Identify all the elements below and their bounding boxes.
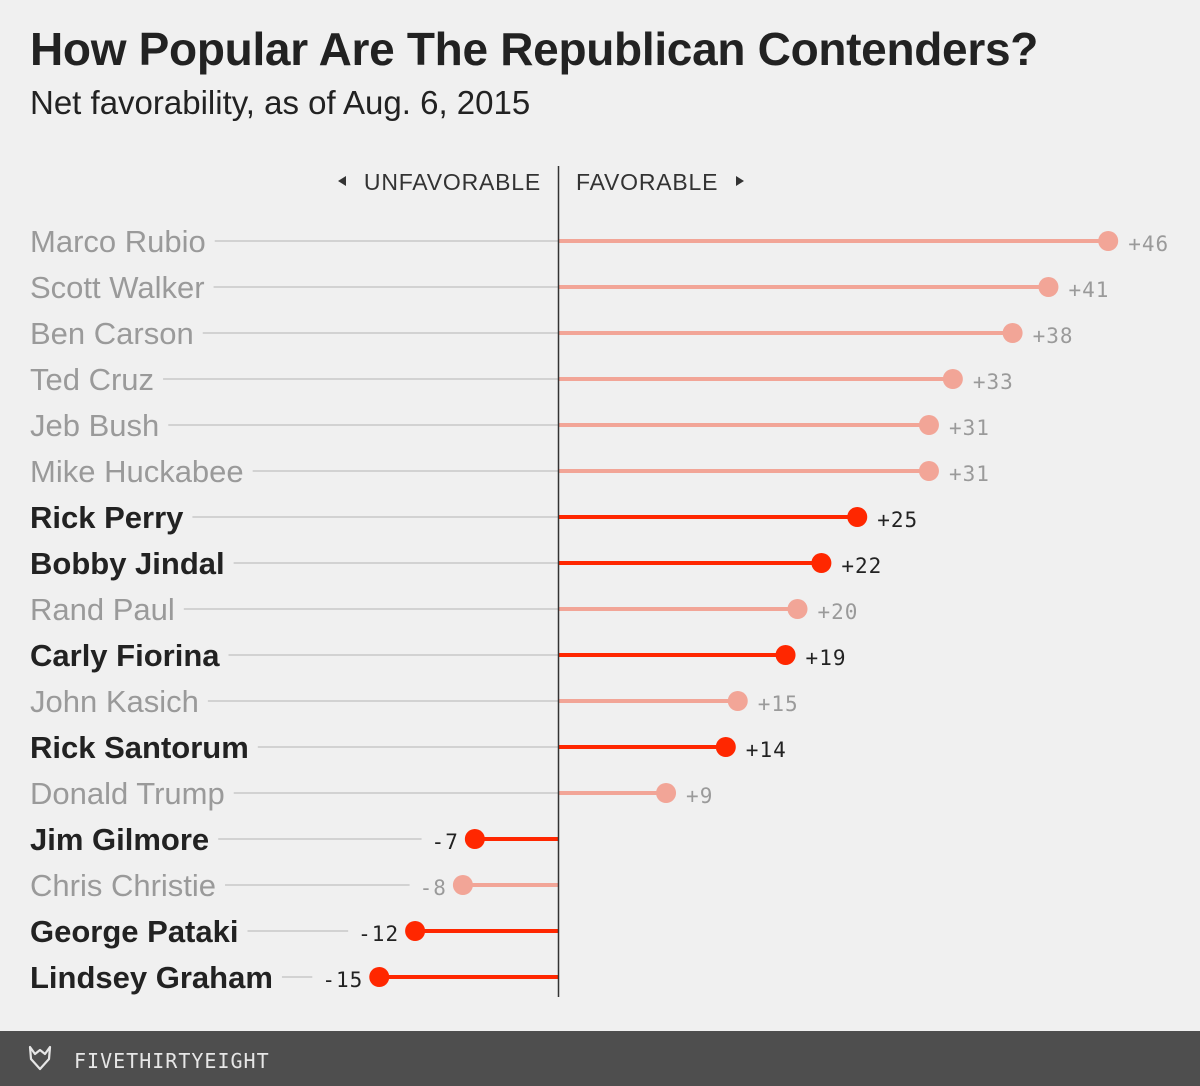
value-dot <box>405 921 426 941</box>
candidate-label: John Kasich <box>30 684 199 719</box>
value-label: -7 <box>432 830 459 854</box>
candidate-label: Rick Santorum <box>30 730 249 765</box>
footer-brand: FIVETHIRTYEIGHT <box>74 1049 270 1073</box>
value-dot <box>918 415 939 435</box>
candidate-label: Rick Perry <box>30 500 184 535</box>
unfavorable-axis-label: UNFAVORABLE <box>364 169 541 195</box>
value-dot <box>942 369 963 389</box>
candidate-label: Ted Cruz <box>30 362 154 397</box>
value-label: +31 <box>949 416 990 440</box>
lollipop-chart: UNFAVORABLE FAVORABLE Marco Rubio +46 Scot… <box>30 166 1169 997</box>
candidate-label: Ben Carson <box>30 316 194 351</box>
value-dot <box>775 645 796 665</box>
value-dot <box>811 553 832 573</box>
candidate-label: Jeb Bush <box>30 408 159 443</box>
chart-subtitle: Net favorability, as of Aug. 6, 2015 <box>30 84 531 121</box>
candidate-label: Carly Fiorina <box>30 638 220 673</box>
candidate-label: Jim Gilmore <box>30 822 209 857</box>
value-dot <box>1038 277 1059 297</box>
chart-rows: Marco Rubio +46 Scott Walker +41 Ben Carson +… <box>30 224 1169 995</box>
value-label: +19 <box>806 646 847 670</box>
footer-bar: FIVETHIRTYEIGHT <box>0 1031 1200 1086</box>
candidate-label: Bobby Jindal <box>30 546 225 581</box>
value-dot <box>464 829 485 849</box>
value-dot <box>715 737 736 757</box>
value-label: -8 <box>420 876 447 900</box>
value-dot <box>1098 231 1119 251</box>
chart-title: How Popular Are The Republican Contender… <box>30 23 1039 75</box>
value-label: +25 <box>877 508 918 532</box>
value-label: +14 <box>746 738 787 762</box>
value-label: +20 <box>818 600 859 624</box>
candidate-label: Chris Christie <box>30 868 216 903</box>
candidate-label: Marco Rubio <box>30 224 206 259</box>
unfavorable-arrow-icon <box>338 176 346 186</box>
candidate-label: Lindsey Graham <box>30 960 273 995</box>
value-dot <box>847 507 868 527</box>
value-dot <box>727 691 748 711</box>
value-label: -12 <box>358 922 399 946</box>
value-label: -15 <box>322 968 363 992</box>
value-dot <box>787 599 808 619</box>
value-label: +31 <box>949 462 990 486</box>
value-label: +15 <box>758 692 799 716</box>
candidate-label: George Pataki <box>30 914 238 949</box>
axis-header: UNFAVORABLE FAVORABLE <box>338 169 744 195</box>
candidate-label: Donald Trump <box>30 776 225 811</box>
favorable-axis-label: FAVORABLE <box>576 169 718 195</box>
value-dot <box>656 783 677 803</box>
value-label: +46 <box>1128 232 1169 256</box>
value-label: +33 <box>973 370 1014 394</box>
value-dot <box>452 875 473 895</box>
favorable-arrow-icon <box>736 176 744 186</box>
value-dot <box>369 967 390 987</box>
candidate-label: Rand Paul <box>30 592 175 627</box>
value-label: +22 <box>841 554 882 578</box>
value-label: +38 <box>1033 324 1074 348</box>
candidate-label: Scott Walker <box>30 270 205 305</box>
value-dot <box>918 461 939 481</box>
value-label: +9 <box>686 784 713 808</box>
value-dot <box>1002 323 1023 343</box>
fivethirtyeight-fox-icon <box>28 1045 52 1071</box>
value-label: +41 <box>1068 278 1109 302</box>
candidate-label: Mike Huckabee <box>30 454 244 489</box>
